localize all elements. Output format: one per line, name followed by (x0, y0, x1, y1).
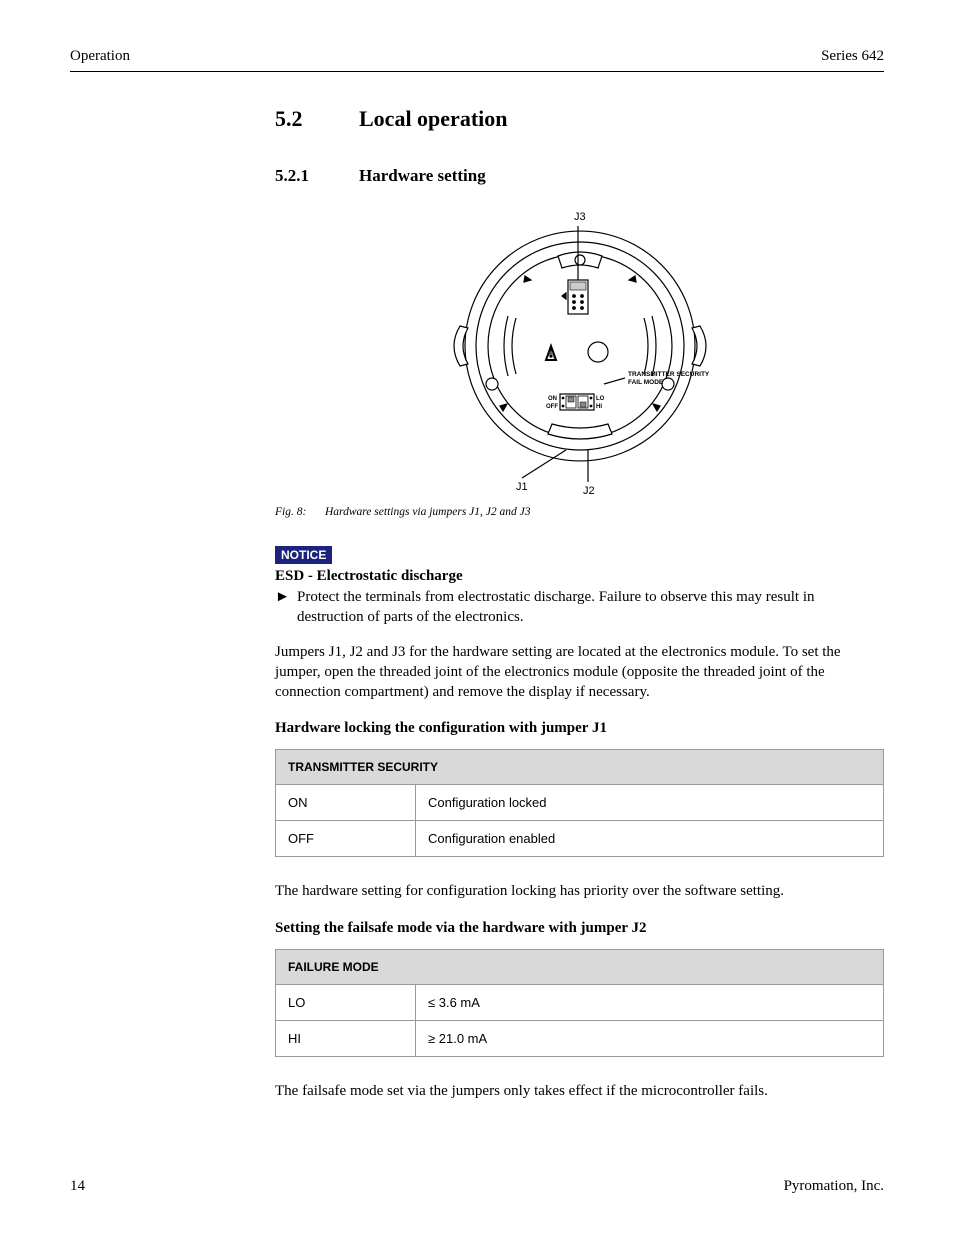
paragraph-jumpers: Jumpers J1, J2 and J3 for the hardware s… (275, 642, 884, 703)
subsection-number: 5.2.1 (275, 166, 359, 186)
table2-header: FAILURE MODE (276, 949, 884, 984)
label-off: OFF (546, 404, 558, 410)
header-right: Series 642 (821, 48, 884, 65)
label-sec: TRANSMITTER SECURITY (628, 371, 710, 378)
cell-val: ≥ 21.0 mA (416, 1020, 884, 1056)
table-failure-mode: FAILURE MODE LO ≤ 3.6 mA HI ≥ 21.0 mA (275, 949, 884, 1057)
label-j3: J3 (574, 211, 586, 223)
page-number: 14 (70, 1178, 85, 1195)
section-heading: 5.2Local operation (275, 106, 884, 132)
label-lo: LO (596, 396, 605, 402)
subsection-title: Hardware setting (359, 166, 486, 185)
cell-val: ≤ 3.6 mA (416, 984, 884, 1020)
paragraph-failsafe: The failsafe mode set via the jumpers on… (275, 1081, 884, 1101)
label-hi: HI (596, 404, 602, 410)
sub-heading-j2: Setting the failsafe mode via the hardwa… (275, 920, 884, 937)
table-row: OFF Configuration enabled (276, 821, 884, 857)
caption-number: Fig. 8: (275, 506, 325, 518)
table-transmitter-security: TRANSMITTER SECURITY ON Configuration lo… (275, 749, 884, 857)
section-title: Local operation (359, 106, 508, 131)
company-name: Pyromation, Inc. (784, 1178, 884, 1195)
table1-header: TRANSMITTER SECURITY (276, 750, 884, 785)
table-row: LO ≤ 3.6 mA (276, 984, 884, 1020)
content-column: 5.2Local operation 5.2.1Hardware setting (275, 106, 884, 1101)
cell-key: LO (276, 984, 416, 1020)
cell-val: Configuration enabled (416, 821, 884, 857)
label-j1: J1 (516, 481, 528, 493)
table-row: HI ≥ 21.0 mA (276, 1020, 884, 1056)
cell-key: OFF (276, 821, 416, 857)
subsection-heading: 5.2.1Hardware setting (275, 166, 884, 186)
notice-badge: NOTICE (275, 546, 332, 564)
transmitter-diagram-svg: J3 TRANSMITTER SECURITY FAIL MODE ON OFF… (370, 206, 790, 496)
sub-heading-j1: Hardware locking the configuration with … (275, 720, 884, 737)
arrow-icon: ► (275, 587, 297, 628)
header-left: Operation (70, 48, 130, 65)
notice-text: Protect the terminals from electrostatic… (297, 587, 884, 628)
caption-text: Hardware settings via jumpers J1, J2 and… (325, 506, 530, 518)
label-fail: FAIL MODE (628, 379, 664, 386)
notice-bullet: ► Protect the terminals from electrostat… (275, 587, 884, 628)
notice-title: ESD - Electrostatic discharge (275, 568, 884, 585)
label-j2: J2 (583, 485, 595, 496)
section-number: 5.2 (275, 106, 359, 132)
paragraph-priority: The hardware setting for configuration l… (275, 881, 884, 901)
cell-key: ON (276, 785, 416, 821)
page-footer: 14 Pyromation, Inc. (70, 1178, 884, 1195)
table-row: ON Configuration locked (276, 785, 884, 821)
cell-key: HI (276, 1020, 416, 1056)
label-on: ON (548, 396, 557, 402)
page-header: Operation Series 642 (70, 48, 884, 72)
figure-8: J3 TRANSMITTER SECURITY FAIL MODE ON OFF… (275, 206, 884, 496)
cell-val: Configuration locked (416, 785, 884, 821)
figure-caption: Fig. 8:Hardware settings via jumpers J1,… (275, 506, 884, 518)
